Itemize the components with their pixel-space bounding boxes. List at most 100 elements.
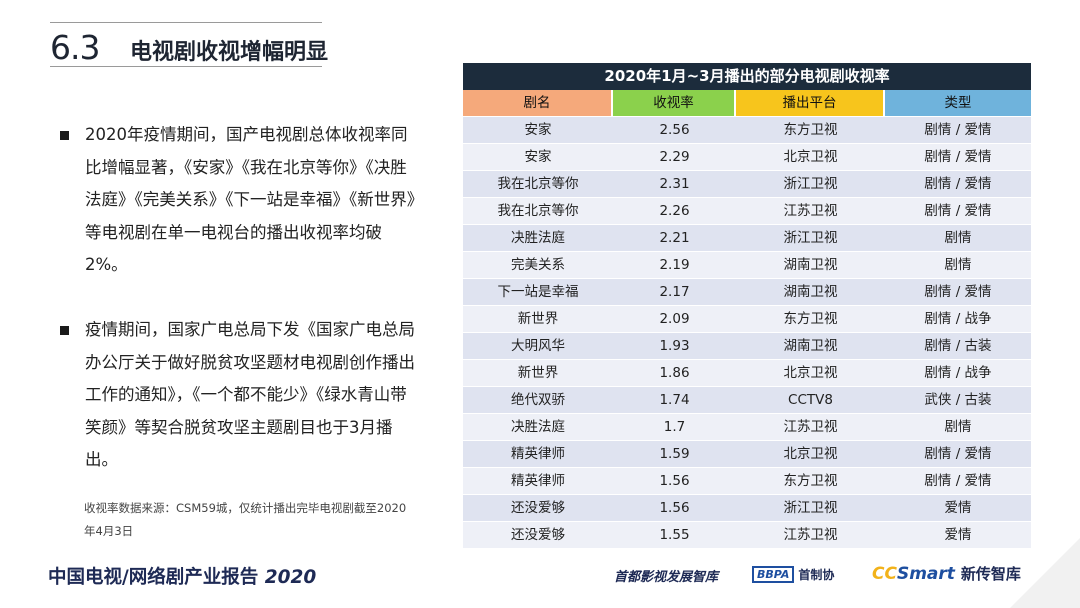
- cell-rating: 1.7: [663, 419, 686, 435]
- cell-genre: 剧情 / 古装: [924, 338, 992, 354]
- table-row: 精英律师 1.59 北京卫视 剧情 / 爱情: [463, 440, 1031, 467]
- cell-rating: 1.56: [659, 500, 690, 516]
- cell-genre: 剧情: [944, 419, 972, 435]
- cell-title: 新世界: [517, 311, 559, 327]
- cell-rating: 2.26: [659, 203, 690, 219]
- cell-genre: 剧情 / 爱情: [924, 473, 992, 489]
- cell-title: 下一站是幸福: [497, 284, 579, 300]
- header-cell-genre: 类型: [885, 90, 1031, 116]
- cell-platform: 浙江卫视: [783, 176, 838, 192]
- table-row: 安家 2.56 东方卫视 剧情 / 爱情: [463, 116, 1031, 143]
- cell-genre: 剧情 / 爱情: [924, 176, 992, 192]
- cell-genre: 剧情: [944, 257, 972, 273]
- cell-platform: 江苏卫视: [783, 203, 838, 219]
- bullet-item: 疫情期间，国家广电总局下发《国家广电总局办公厅关于做好脱贫攻坚题材电视剧创作播出…: [60, 314, 415, 477]
- cell-rating: 1.86: [659, 365, 690, 381]
- cell-rating: 1.59: [659, 446, 690, 462]
- table-row: 新世界 2.09 东方卫视 剧情 / 战争: [463, 305, 1031, 332]
- cell-title: 新世界: [517, 365, 559, 381]
- ratings-table: 2020年1月~3月播出的部分电视剧收视率 剧名 收视率 播出平台 类型 安家 2…: [463, 63, 1031, 548]
- cell-platform: 东方卫视: [783, 122, 838, 138]
- table-row: 决胜法庭 2.21 浙江卫视 剧情: [463, 224, 1031, 251]
- cell-platform: 江苏卫视: [783, 419, 838, 435]
- cell-title: 安家: [524, 149, 552, 165]
- cell-platform: 湖南卫视: [783, 338, 838, 354]
- table-row: 大明风华 1.93 湖南卫视 剧情 / 古装: [463, 332, 1031, 359]
- cell-genre: 剧情 / 爱情: [924, 446, 992, 462]
- cell-rating: 2.19: [659, 257, 690, 273]
- header-cell-rating: 收视率: [613, 90, 736, 116]
- table-row: 下一站是幸福 2.17 湖南卫视 剧情 / 爱情: [463, 278, 1031, 305]
- bbpa-badge: BBPA: [752, 566, 795, 583]
- cell-title: 还没爱够: [511, 527, 565, 543]
- header-bottom-rule: [50, 66, 322, 67]
- cell-platform: 东方卫视: [783, 473, 838, 489]
- cell-genre: 剧情 / 战争: [924, 311, 992, 327]
- logo-capital-film-think-tank: 首都影视发展智库: [614, 570, 719, 585]
- cell-title: 还没爱够: [511, 500, 565, 516]
- cell-rating: 2.17: [659, 284, 690, 300]
- cell-title: 绝代双骄: [511, 392, 565, 408]
- header-top-rule: [50, 22, 322, 23]
- cell-genre: 武侠 / 古装: [924, 392, 992, 408]
- cell-title: 安家: [524, 122, 552, 138]
- cell-genre: 爱情: [944, 500, 972, 516]
- cell-platform: 湖南卫视: [783, 284, 838, 300]
- cell-genre: 剧情 / 爱情: [924, 284, 992, 300]
- ccsmart-cc: CC: [872, 563, 897, 584]
- table-title: 2020年1月~3月播出的部分电视剧收视率: [463, 63, 1031, 90]
- table-row: 精英律师 1.56 东方卫视 剧情 / 爱情: [463, 467, 1031, 494]
- cell-rating: 1.56: [659, 473, 690, 489]
- bullet-text: 2020年疫情期间，国产电视剧总体收视率同比增幅显著，《安家》《我在北京等你》《…: [85, 125, 415, 274]
- cell-genre: 剧情: [944, 230, 972, 246]
- source-note: 收视率数据来源：CSM59城，仅统计播出完毕电视剧截至2020年4月3日: [84, 501, 407, 538]
- cell-platform: 江苏卫视: [783, 527, 838, 543]
- cell-title: 决胜法庭: [511, 230, 565, 246]
- cell-platform: 东方卫视: [783, 311, 838, 327]
- report-year: 2020: [264, 567, 317, 588]
- report-title-text: 中国电视/网络剧产业报告: [48, 567, 259, 588]
- cell-title: 决胜法庭: [511, 419, 565, 435]
- cell-platform: 北京卫视: [783, 149, 838, 165]
- table-row: 新世界 1.86 北京卫视 剧情 / 战争: [463, 359, 1031, 386]
- cell-rating: 1.74: [659, 392, 690, 408]
- table-row: 还没爱够 1.55 江苏卫视 爱情: [463, 521, 1031, 548]
- cell-platform: 浙江卫视: [783, 230, 838, 246]
- table-row: 还没爱够 1.56 浙江卫视 爱情: [463, 494, 1031, 521]
- logo-bbpa: BBPA 首制协: [752, 566, 834, 583]
- header-cell-platform: 播出平台: [736, 90, 885, 116]
- bullet-text: 疫情期间，国家广电总局下发《国家广电总局办公厅关于做好脱贫攻坚题材电视剧创作播出…: [85, 320, 415, 469]
- bbpa-text: 首制协: [798, 568, 835, 582]
- cell-title: 精英律师: [511, 446, 565, 462]
- cell-genre: 剧情 / 战争: [924, 365, 992, 381]
- table-row: 我在北京等你 2.31 浙江卫视 剧情 / 爱情: [463, 170, 1031, 197]
- cell-platform: 湖南卫视: [783, 257, 838, 273]
- cell-genre: 剧情 / 爱情: [924, 122, 992, 138]
- cell-rating: 2.29: [659, 149, 690, 165]
- table-row: 完美关系 2.19 湖南卫视 剧情: [463, 251, 1031, 278]
- cell-rating: 2.21: [659, 230, 690, 246]
- header-cell-title: 剧名: [463, 90, 613, 116]
- table-row: 我在北京等你 2.26 江苏卫视 剧情 / 爱情: [463, 197, 1031, 224]
- cell-platform: 北京卫视: [783, 446, 838, 462]
- table-row: 决胜法庭 1.7 江苏卫视 剧情: [463, 413, 1031, 440]
- cell-title: 我在北京等你: [497, 203, 579, 219]
- bullet-item: 2020年疫情期间，国产电视剧总体收视率同比增幅显著，《安家》《我在北京等你》《…: [60, 119, 415, 282]
- corner-decoration: [1010, 538, 1080, 608]
- cell-title: 我在北京等你: [497, 176, 579, 192]
- cell-rating: 2.31: [659, 176, 690, 192]
- cell-platform: CCTV8: [788, 392, 833, 408]
- ccsmart-smart: Smart: [896, 563, 955, 584]
- cell-rating: 2.56: [659, 122, 690, 138]
- table-header-row: 剧名 收视率 播出平台 类型: [463, 90, 1031, 116]
- cell-title: 精英律师: [511, 473, 565, 489]
- report-title: 中国电视/网络剧产业报告 2020: [48, 563, 316, 589]
- cell-platform: 北京卫视: [783, 365, 838, 381]
- cell-rating: 1.93: [659, 338, 690, 354]
- section-number: 6.3: [50, 28, 100, 67]
- cell-rating: 1.55: [659, 527, 690, 543]
- cell-genre: 爱情: [944, 527, 972, 543]
- bullet-square-icon: [60, 326, 69, 335]
- cell-title: 大明风华: [511, 338, 565, 354]
- cell-platform: 浙江卫视: [783, 500, 838, 516]
